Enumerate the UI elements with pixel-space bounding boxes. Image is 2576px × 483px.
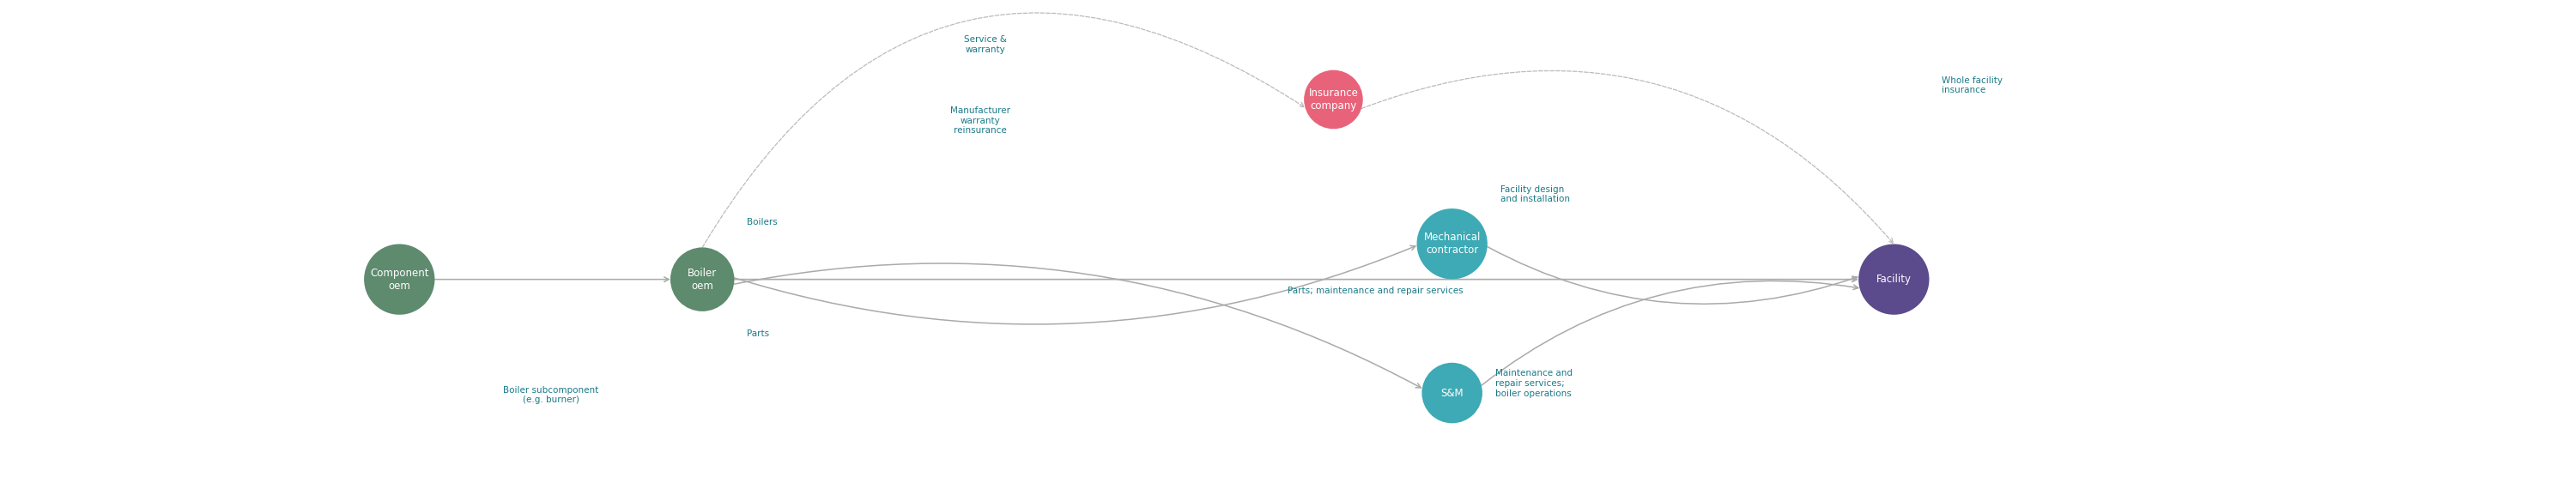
Text: Mechanical
contractor: Mechanical contractor [1425, 232, 1481, 256]
Ellipse shape [1422, 363, 1481, 423]
Text: Facility: Facility [1875, 274, 1911, 285]
Text: Parts: Parts [747, 329, 770, 338]
Text: Maintenance and
repair services;
boiler operations: Maintenance and repair services; boiler … [1494, 369, 1571, 398]
Ellipse shape [1417, 209, 1486, 279]
Ellipse shape [670, 247, 734, 312]
Text: Component
oem: Component oem [371, 268, 428, 291]
Text: Whole facility
insurance: Whole facility insurance [1942, 76, 2002, 95]
Text: Boilers: Boilers [747, 218, 778, 227]
Text: Manufacturer
warranty
reinsurance: Manufacturer warranty reinsurance [951, 107, 1010, 135]
Text: Parts; maintenance and repair services: Parts; maintenance and repair services [1288, 287, 1463, 296]
Text: Boiler subcomponent
(e.g. burner): Boiler subcomponent (e.g. burner) [502, 386, 598, 404]
Text: Insurance
company: Insurance company [1309, 87, 1358, 112]
Text: Facility design
and installation: Facility design and installation [1499, 185, 1569, 203]
Text: S&M: S&M [1440, 387, 1463, 398]
Ellipse shape [1857, 244, 1929, 315]
Ellipse shape [363, 244, 435, 315]
Text: Boiler
oem: Boiler oem [688, 268, 716, 291]
Ellipse shape [1303, 70, 1363, 129]
Text: Service &
warranty: Service & warranty [963, 36, 1007, 54]
